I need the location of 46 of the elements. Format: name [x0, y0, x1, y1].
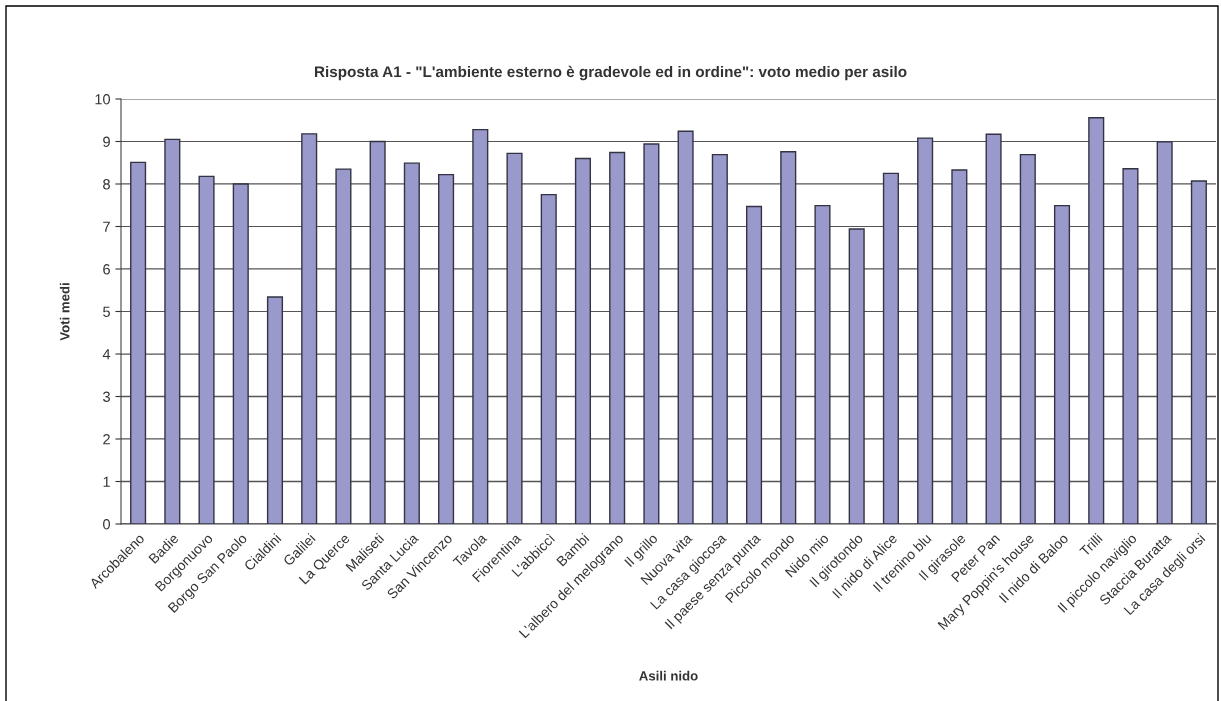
bar	[164, 138, 181, 524]
bar	[369, 140, 386, 524]
bar	[745, 205, 763, 524]
y-tick-label: 3	[103, 391, 110, 402]
y-tick-label: 8	[103, 179, 110, 190]
y-tick-label: 1	[103, 476, 110, 487]
y-tick-label: 6	[103, 264, 110, 275]
bar	[574, 157, 592, 524]
bar	[814, 204, 831, 524]
y-tick-label: 0	[103, 519, 111, 530]
bar	[198, 175, 215, 524]
x-axis-title: Asili nido	[639, 670, 698, 681]
bar	[711, 153, 728, 524]
y-tick-label: 9	[103, 136, 110, 147]
bar	[232, 183, 249, 524]
bar	[951, 169, 968, 524]
bar	[301, 133, 318, 524]
chart-title: Risposta A1 - "L'ambiente esterno è gradevole ed in ordine": voto medio per asilo	[314, 65, 907, 81]
bar	[917, 137, 934, 524]
y-tick-label: 7	[103, 221, 110, 232]
bar	[609, 151, 626, 524]
bar	[335, 168, 352, 524]
bar	[403, 162, 420, 524]
bar	[1088, 117, 1105, 524]
bar	[780, 151, 797, 524]
bar	[438, 173, 455, 524]
bar	[540, 193, 557, 524]
bar	[882, 172, 899, 524]
bar	[130, 161, 147, 524]
bar	[1122, 168, 1139, 524]
y-axis-title: Voti medi	[59, 283, 70, 341]
bar	[1019, 153, 1036, 524]
bar	[266, 296, 284, 524]
y-tick-label: 5	[103, 306, 110, 317]
bar	[472, 128, 489, 524]
bar	[1156, 141, 1173, 524]
y-tick-label: 10	[95, 94, 111, 105]
bar	[1190, 180, 1207, 524]
y-tick-label: 2	[103, 434, 110, 445]
bar	[985, 133, 1002, 524]
bar	[848, 228, 865, 524]
bar	[506, 152, 523, 524]
y-tick-label: 4	[102, 349, 111, 360]
bar	[677, 130, 694, 524]
bar	[1053, 204, 1071, 524]
bar	[643, 143, 660, 524]
